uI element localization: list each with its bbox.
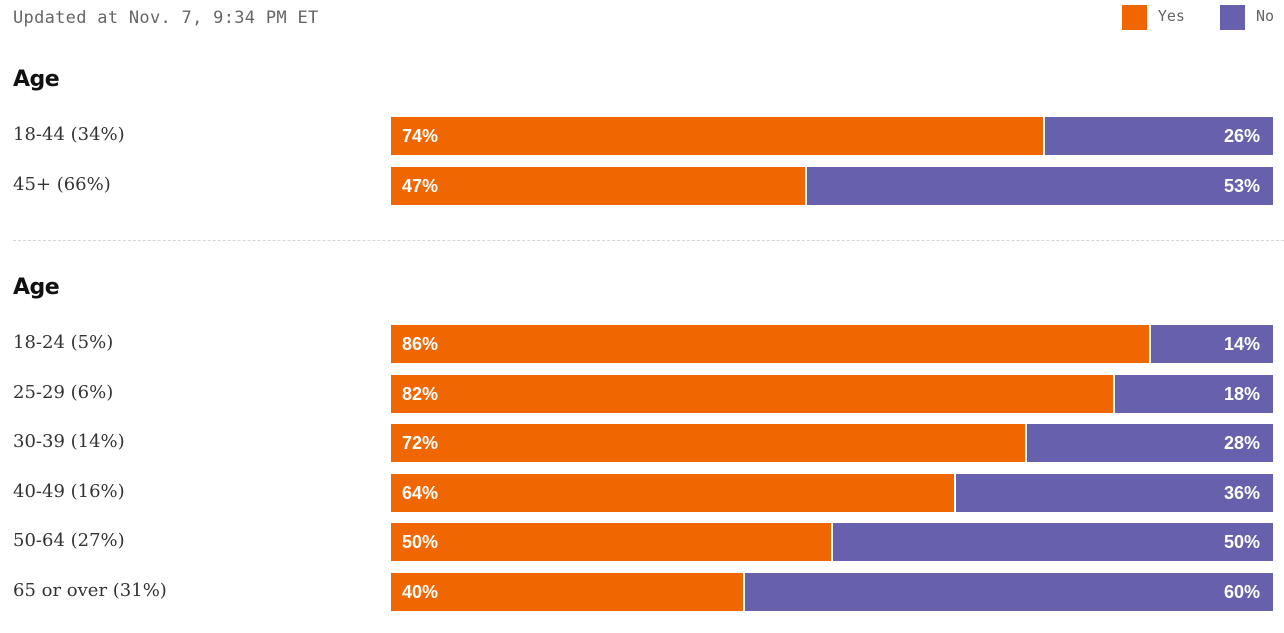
legend-label-yes: Yes xyxy=(1157,7,1185,25)
data-label-yes: 72% xyxy=(402,433,439,453)
stacked-bar: 50% 50% xyxy=(391,523,1273,561)
bar-row: 18-24 (5%) 86% 14% xyxy=(0,325,1284,363)
legend-swatch-no xyxy=(1219,5,1245,30)
stacked-bar: 74% 26% xyxy=(391,117,1273,155)
bar-segment-yes: 72% xyxy=(391,424,1025,462)
bar-segment-yes: 74% xyxy=(391,117,1043,155)
category-label: 18-44 (34%) xyxy=(13,124,125,145)
bar-row: 65 or over (31%) 40% 60% xyxy=(0,573,1284,611)
stacked-bar: 72% 28% xyxy=(391,424,1273,462)
chart-title: Age xyxy=(13,275,60,300)
data-label-yes: 82% xyxy=(402,384,439,404)
data-label-yes: 50% xyxy=(402,532,439,552)
bar-row: 45+ (66%) 47% 53% xyxy=(0,167,1284,205)
legend: Yes No xyxy=(1087,5,1274,30)
data-label-yes: 40% xyxy=(402,582,439,602)
data-label-yes: 64% xyxy=(402,483,439,503)
stacked-bar: 40% 60% xyxy=(391,573,1273,611)
legend-item-yes: Yes xyxy=(1121,5,1185,30)
bar-segment-no: 50% xyxy=(833,523,1273,561)
data-label-no: 28% xyxy=(1223,433,1260,453)
bar-segment-yes: 64% xyxy=(391,474,954,512)
data-label-no: 53% xyxy=(1223,176,1260,196)
data-label-yes: 47% xyxy=(402,176,439,196)
bar-row: 30-39 (14%) 72% 28% xyxy=(0,424,1284,462)
bar-segment-no: 18% xyxy=(1115,375,1273,413)
bar-row: 50-64 (27%) 50% 50% xyxy=(0,523,1284,561)
bar-row: 40-49 (16%) 64% 36% xyxy=(0,474,1284,512)
bar-segment-no: 53% xyxy=(807,167,1273,205)
data-label-no: 36% xyxy=(1223,483,1260,503)
data-label-no: 18% xyxy=(1223,384,1260,404)
stacked-bar: 86% 14% xyxy=(391,325,1273,363)
bar-segment-no: 60% xyxy=(745,573,1273,611)
legend-item-no: No xyxy=(1219,5,1274,30)
category-label: 25-29 (6%) xyxy=(13,382,114,403)
stacked-bar: 82% 18% xyxy=(391,375,1273,413)
bar-segment-no: 36% xyxy=(956,474,1273,512)
legend-swatch-yes xyxy=(1121,5,1147,30)
stacked-bar: 47% 53% xyxy=(391,167,1273,205)
bar-segment-yes: 82% xyxy=(391,375,1113,413)
bar-segment-yes: 40% xyxy=(391,573,743,611)
bar-row: 18-44 (34%) 74% 26% xyxy=(0,117,1284,155)
bar-segment-no: 28% xyxy=(1027,424,1273,462)
data-label-no: 60% xyxy=(1223,582,1260,602)
bar-segment-no: 26% xyxy=(1045,117,1273,155)
category-label: 45+ (66%) xyxy=(13,174,111,195)
category-label: 65 or over (31%) xyxy=(13,580,167,601)
legend-label-no: No xyxy=(1255,7,1274,25)
updated-timestamp: Updated at Nov. 7, 9:34 PM ET xyxy=(13,8,319,28)
stacked-bar: 64% 36% xyxy=(391,474,1273,512)
data-label-yes: 86% xyxy=(402,334,439,354)
data-label-no: 26% xyxy=(1223,126,1260,146)
chart-title: Age xyxy=(13,67,60,92)
section-divider xyxy=(13,240,1284,241)
category-label: 40-49 (16%) xyxy=(13,481,125,502)
category-label: 50-64 (27%) xyxy=(13,530,125,551)
data-label-no: 14% xyxy=(1223,334,1260,354)
bar-segment-yes: 50% xyxy=(391,523,831,561)
bar-segment-yes: 47% xyxy=(391,167,805,205)
bar-segment-no: 14% xyxy=(1151,325,1273,363)
bar-row: 25-29 (6%) 82% 18% xyxy=(0,375,1284,413)
data-label-yes: 74% xyxy=(402,126,439,146)
category-label: 18-24 (5%) xyxy=(13,332,114,353)
data-label-no: 50% xyxy=(1223,532,1260,552)
category-label: 30-39 (14%) xyxy=(13,431,125,452)
bar-segment-yes: 86% xyxy=(391,325,1149,363)
